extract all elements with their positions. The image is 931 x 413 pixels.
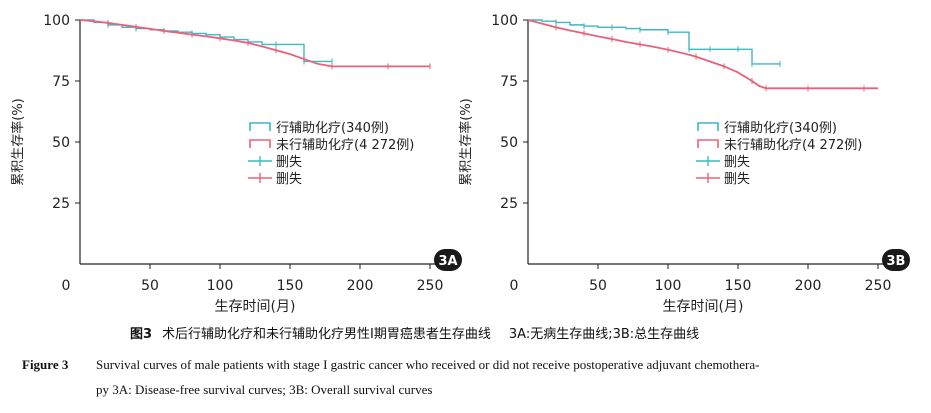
caption-cn-sub: 3A:无病生存曲线;3B:总生存曲线: [508, 327, 700, 342]
y-axis-label: 累积生存率(%): [10, 98, 26, 186]
legend-no-adjuvant-swatch: [249, 139, 271, 148]
caption-en-line2: py 3A: Disease-free survival curves; 3B:…: [96, 382, 433, 397]
y-tick-label: 25: [52, 196, 70, 212]
x-axis-label: 生存时间(月): [663, 299, 744, 315]
y-tick-label: 100: [491, 13, 518, 29]
y-tick-label: 75: [500, 74, 518, 90]
x-tick-label: 250: [417, 278, 444, 294]
x-tick-label: 250: [865, 278, 892, 294]
panel-3a: 25 50 75 100 0 50 100 150 200 250 生存时间(月) 累积生存率(%) 行…: [10, 13, 462, 315]
caption-chinese: 图3 术后行辅助化疗和未行辅助化疗男性I期胃癌患者生存曲线 3A:无病生存曲线;3B…: [130, 323, 699, 342]
x-axis-label: 生存时间(月): [215, 299, 296, 315]
adjuvant-survival-line: [528, 19, 780, 65]
legend-adjuvant-label: 行辅助化疗(340例): [724, 121, 837, 136]
caption-en-label: Figure 3: [22, 357, 69, 372]
legend-no-adjuvant-label: 未行辅助化疗(4 272例): [724, 138, 862, 153]
x-tick-label: 100: [207, 278, 234, 294]
legend-censored-label: 删失: [724, 172, 750, 187]
x-tick-label: 200: [347, 278, 374, 294]
panel-badge: [434, 249, 462, 271]
no-adjuvant-survival-line: [79, 19, 430, 68]
panel-3b: 25 50 75 100 0 50 100 150 200 250 生存时间(月) 累积生存率(%) 行…: [458, 13, 910, 315]
y-tick-label: 75: [52, 74, 70, 90]
y-tick-label: 50: [500, 135, 518, 151]
x-tick-label: 50: [589, 278, 607, 294]
y-tick-label: 25: [500, 196, 518, 212]
x-tick-label: 100: [655, 278, 682, 294]
x-tick-label: 150: [277, 278, 304, 294]
y-tick-label: 50: [52, 135, 70, 151]
y-tick-label: 100: [43, 13, 70, 29]
panel-badge: [882, 249, 910, 271]
legend-adjuvant-swatch: [697, 122, 719, 131]
legend-no-adjuvant-label: 未行辅助化疗(4 272例): [276, 138, 414, 153]
legend-adjuvant-label: 行辅助化疗(340例): [276, 121, 389, 136]
caption-cn-text: 术后行辅助化疗和未行辅助化疗男性I期胃癌患者生存曲线: [162, 327, 491, 342]
caption-english: Figure 3 Survival curves of male patients…: [22, 352, 922, 402]
panel-badge-label: 3B: [887, 254, 906, 269]
legend-censored-label: 删失: [276, 155, 302, 170]
legend-censored-label: 删失: [276, 172, 302, 187]
x-tick-label: 0: [510, 278, 519, 294]
caption-en-line1: Survival curves of male patients with st…: [96, 357, 760, 372]
no-adjuvant-survival-line: [527, 19, 878, 90]
x-tick-label: 0: [62, 278, 71, 294]
legend-no-adjuvant-swatch: [697, 139, 719, 148]
x-tick-label: 150: [725, 278, 752, 294]
x-tick-label: 200: [795, 278, 822, 294]
legend-adjuvant-swatch: [249, 122, 271, 131]
caption-cn-label: 图3: [130, 327, 153, 342]
x-tick-label: 50: [141, 278, 159, 294]
legend-censored-label: 删失: [724, 155, 750, 170]
panel-badge-label: 3A: [438, 254, 457, 269]
y-axis-label: 累积生存率(%): [458, 98, 474, 186]
